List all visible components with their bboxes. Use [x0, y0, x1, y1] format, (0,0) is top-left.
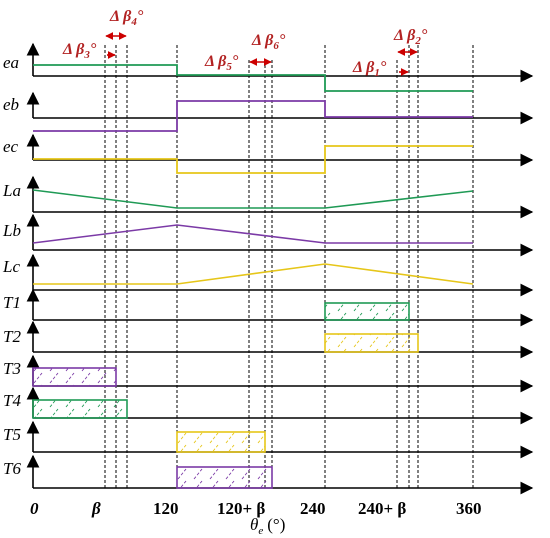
t4-pulse [32, 399, 128, 419]
svg-text:Δ β6°: Δ β6° [251, 32, 286, 52]
row-label-t6: T6 [3, 459, 21, 478]
t2-pulse [324, 333, 419, 353]
row-axes [26, 42, 534, 495]
tick-120: 120 [153, 499, 179, 518]
row-label-t2: T2 [3, 327, 21, 346]
row-label-t5: T5 [3, 425, 21, 444]
delta-beta-2: Δ β2° [393, 27, 428, 56]
delta-beta-1: Δ β1° [352, 59, 409, 79]
delta-beta-3: Δ β3° [62, 41, 116, 61]
row-label-t1: T1 [3, 293, 21, 312]
tick-120-plus-beta: 120+ β [217, 499, 265, 518]
row-label-la: La [2, 181, 21, 200]
delta-annotations: Δ β4° Δ β3° Δ β6° Δ β5° Δ β2° Δ β1° [62, 8, 428, 79]
row-label-lc: Lc [2, 257, 20, 276]
row-label-lb: Lb [2, 221, 21, 240]
ec-waveform [33, 145, 473, 174]
t5-pulse [176, 431, 266, 453]
tick-240: 240 [300, 499, 326, 518]
guide-lines [104, 45, 474, 488]
svg-text:Δ β5°: Δ β5° [204, 53, 239, 73]
svg-text:Δ β2°: Δ β2° [393, 27, 428, 47]
row-label-t4: T4 [3, 391, 21, 410]
row-labels: ea eb ec La Lb Lc T1 T2 T3 T4 T5 T6 [2, 53, 21, 478]
tick-0: 0 [30, 499, 39, 518]
tick-360: 360 [456, 499, 482, 518]
row-label-eb: eb [3, 95, 19, 114]
ea-waveform [33, 64, 473, 92]
tick-240-plus-beta: 240+ β [358, 499, 406, 518]
delta-beta-4: Δ β4° [105, 8, 144, 40]
t6-pulse [176, 466, 273, 489]
x-tick-labels: 0 β 120 120+ β 240 240+ β 360 [30, 499, 482, 518]
eb-waveform [33, 100, 473, 132]
row-label-t3: T3 [3, 359, 21, 378]
t3-pulse [32, 367, 117, 387]
delta-beta-5: Δ β5° [204, 53, 272, 73]
delta-beta-6: Δ β6° [251, 32, 286, 52]
svg-text:Δ β1°: Δ β1° [352, 59, 387, 79]
lc-waveform [33, 263, 474, 285]
row-label-ec: ec [3, 137, 19, 156]
t1-pulse [324, 302, 410, 321]
lb-waveform [32, 224, 473, 244]
tick-beta: β [91, 499, 101, 518]
row-label-ea: ea [3, 53, 19, 72]
la-waveform [32, 189, 474, 209]
svg-text:Δ β4°: Δ β4° [109, 8, 144, 28]
x-axis-label: θe (°) [250, 515, 285, 537]
svg-text:Δ β3°: Δ β3° [62, 41, 97, 61]
